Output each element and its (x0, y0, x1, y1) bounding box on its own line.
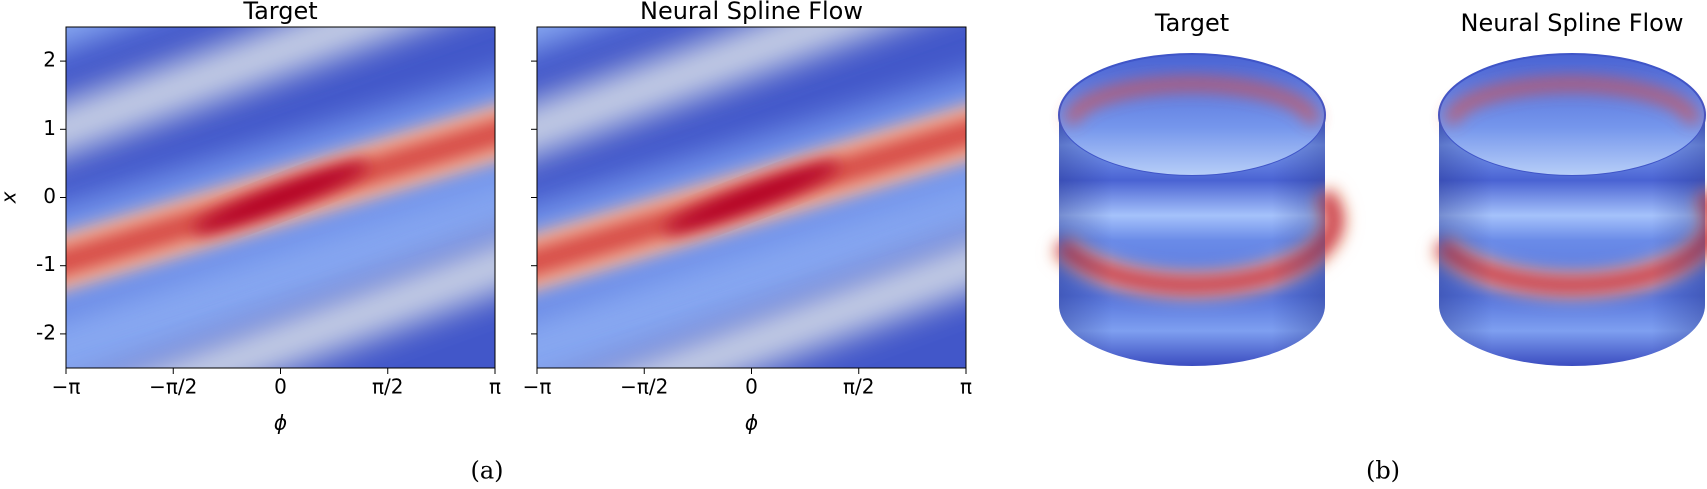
density-peak (663, 161, 840, 234)
density-band (537, 149, 966, 368)
y-axis-label: x (0, 191, 21, 204)
y-tick-label: 2 (43, 48, 56, 72)
inner-band (1445, 78, 1699, 124)
x-tick-label: −π/2 (620, 375, 668, 399)
x-axis-label: ϕ (745, 411, 758, 435)
cylinder-shade (1439, 115, 1705, 366)
x-tick-label: 0 (745, 375, 758, 399)
density-band (140, 240, 495, 368)
heatmap (66, 27, 495, 368)
y-tick-label: 0 (43, 184, 56, 208)
density-band (66, 27, 421, 155)
inner-band (1065, 78, 1319, 124)
surface-title: Neural Spline Flow (1461, 9, 1684, 37)
surface-title: Target (1154, 9, 1229, 37)
x-axis-label: ϕ (274, 411, 287, 435)
x-tick-label: π (960, 375, 972, 399)
x-tick-label: 0 (274, 375, 287, 399)
chart-title: Target (242, 0, 317, 25)
caption: (b) (1366, 457, 1400, 485)
cylinder-inner (1438, 53, 1706, 177)
y-tick-label: -1 (36, 252, 56, 276)
density-band (537, 27, 892, 155)
heatmap (537, 27, 966, 368)
density-peak (192, 161, 369, 234)
x-tick-label: −π/2 (149, 375, 197, 399)
y-tick-label: 1 (43, 116, 56, 140)
y-tick-label: -2 (36, 320, 56, 344)
cylinder-shade (1059, 115, 1325, 366)
x-tick-label: π/2 (372, 375, 404, 399)
x-tick-label: π (489, 375, 501, 399)
chart-title: Neural Spline Flow (640, 0, 863, 25)
x-tick-label: −π (523, 375, 552, 399)
x-tick-label: −π (52, 375, 81, 399)
cylinder-inner (1058, 53, 1326, 177)
caption: (a) (470, 457, 503, 485)
density-band (66, 149, 495, 368)
density-band (611, 240, 966, 368)
x-tick-label: π/2 (843, 375, 875, 399)
